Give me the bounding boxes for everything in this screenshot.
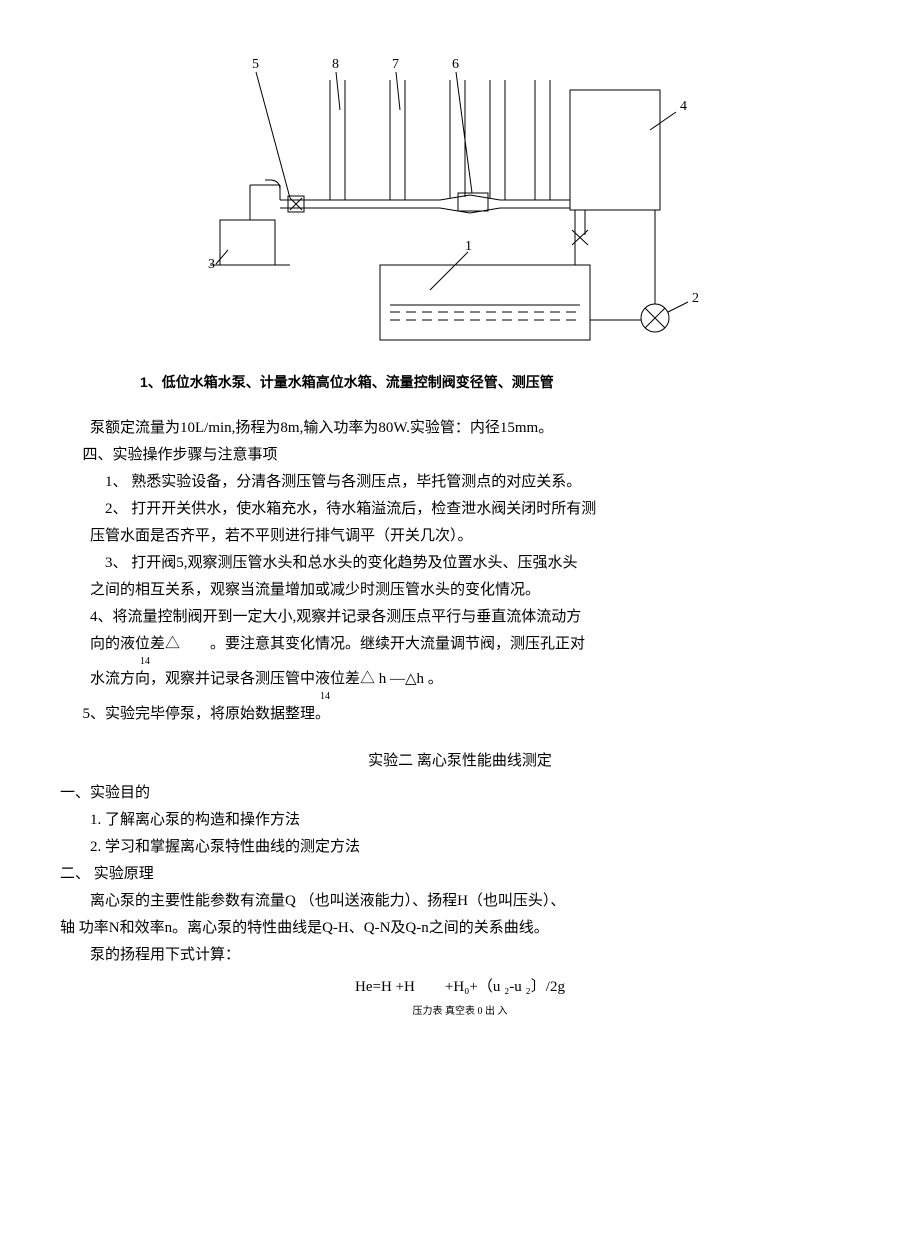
schematic-diagram: 5 8 7 6 4 3 1 2: [190, 50, 730, 350]
section-b2: 泵的扬程用下式计算：: [60, 942, 860, 969]
step-2b: 压管水面是否齐平，若不平则进行排气调平（开关几次）。: [60, 523, 860, 550]
step-3a: 3、 打开阀5,观察测压管水头和总水头的变化趋势及位置水头、压强水头: [60, 550, 860, 577]
section-a2: 2. 学习和掌握离心泵特性曲线的测定方法: [60, 834, 860, 861]
section-b: 二、 实验原理: [60, 861, 860, 888]
step-5: 5、实验完毕停泵，将原始数据整理。: [60, 701, 860, 728]
step-4a: 4、将流量控制阀开到一定大小,观察并记录各测压点平行与垂直流体流动方: [60, 604, 860, 631]
svg-text:2: 2: [692, 291, 699, 306]
section-4-title: 四、实验操作步骤与注意事项: [60, 442, 860, 469]
step-4-sub: 14: [60, 658, 860, 666]
svg-text:4: 4: [680, 99, 687, 114]
section-a: 一、实验目的: [60, 780, 860, 807]
formula-subscript: 压力表 真空表 0 出 入: [60, 1003, 860, 1021]
section-b1b: 轴 功率N和效率n。离心泵的特性曲线是Q-H、Q-N及Q-n之间的关系曲线。: [60, 915, 860, 942]
experiment-2-title: 实验二 离心泵性能曲线测定: [60, 748, 860, 775]
formula: He=H +H +H₀+（u ₂-u ₂〕/2g: [60, 974, 860, 1001]
diagram-caption: 1、低位水箱水泵、计量水箱高位水箱、流量控制阀变径管、测压管: [140, 370, 860, 395]
step-1: 1、 熟悉实验设备，分清各测压管与各测压点，毕托管测点的对应关系。: [60, 469, 860, 496]
step-4-sub2: 14: [60, 693, 860, 701]
spec-text: 泵额定流量为10L/min,扬程为8m,输入功率为80W.实验管：内径15mm。: [60, 415, 860, 442]
step-3b: 之间的相互关系，观察当流量增加或减少时测压管水头的变化情况。: [60, 577, 860, 604]
section-a1: 1. 了解离心泵的构造和操作方法: [60, 807, 860, 834]
svg-text:7: 7: [392, 57, 399, 72]
section-b1a: 离心泵的主要性能参数有流量Q （也叫送液能力）、扬程H（也叫压头）、: [60, 888, 860, 915]
svg-text:1: 1: [465, 239, 472, 254]
step-4b: 向的液位差△ 。要注意其变化情况。继续开大流量调节阀，测压孔正对: [60, 631, 860, 658]
svg-text:6: 6: [452, 57, 459, 72]
svg-text:3: 3: [208, 257, 215, 272]
svg-text:5: 5: [252, 57, 259, 72]
step-4c: 水流方向，观察并记录各测压管中液位差△ h —△h 。: [60, 666, 860, 693]
step-2a: 2、 打开开关供水，使水箱充水，待水箱溢流后，检查泄水阀关闭时所有测: [60, 496, 860, 523]
svg-text:8: 8: [332, 57, 339, 72]
